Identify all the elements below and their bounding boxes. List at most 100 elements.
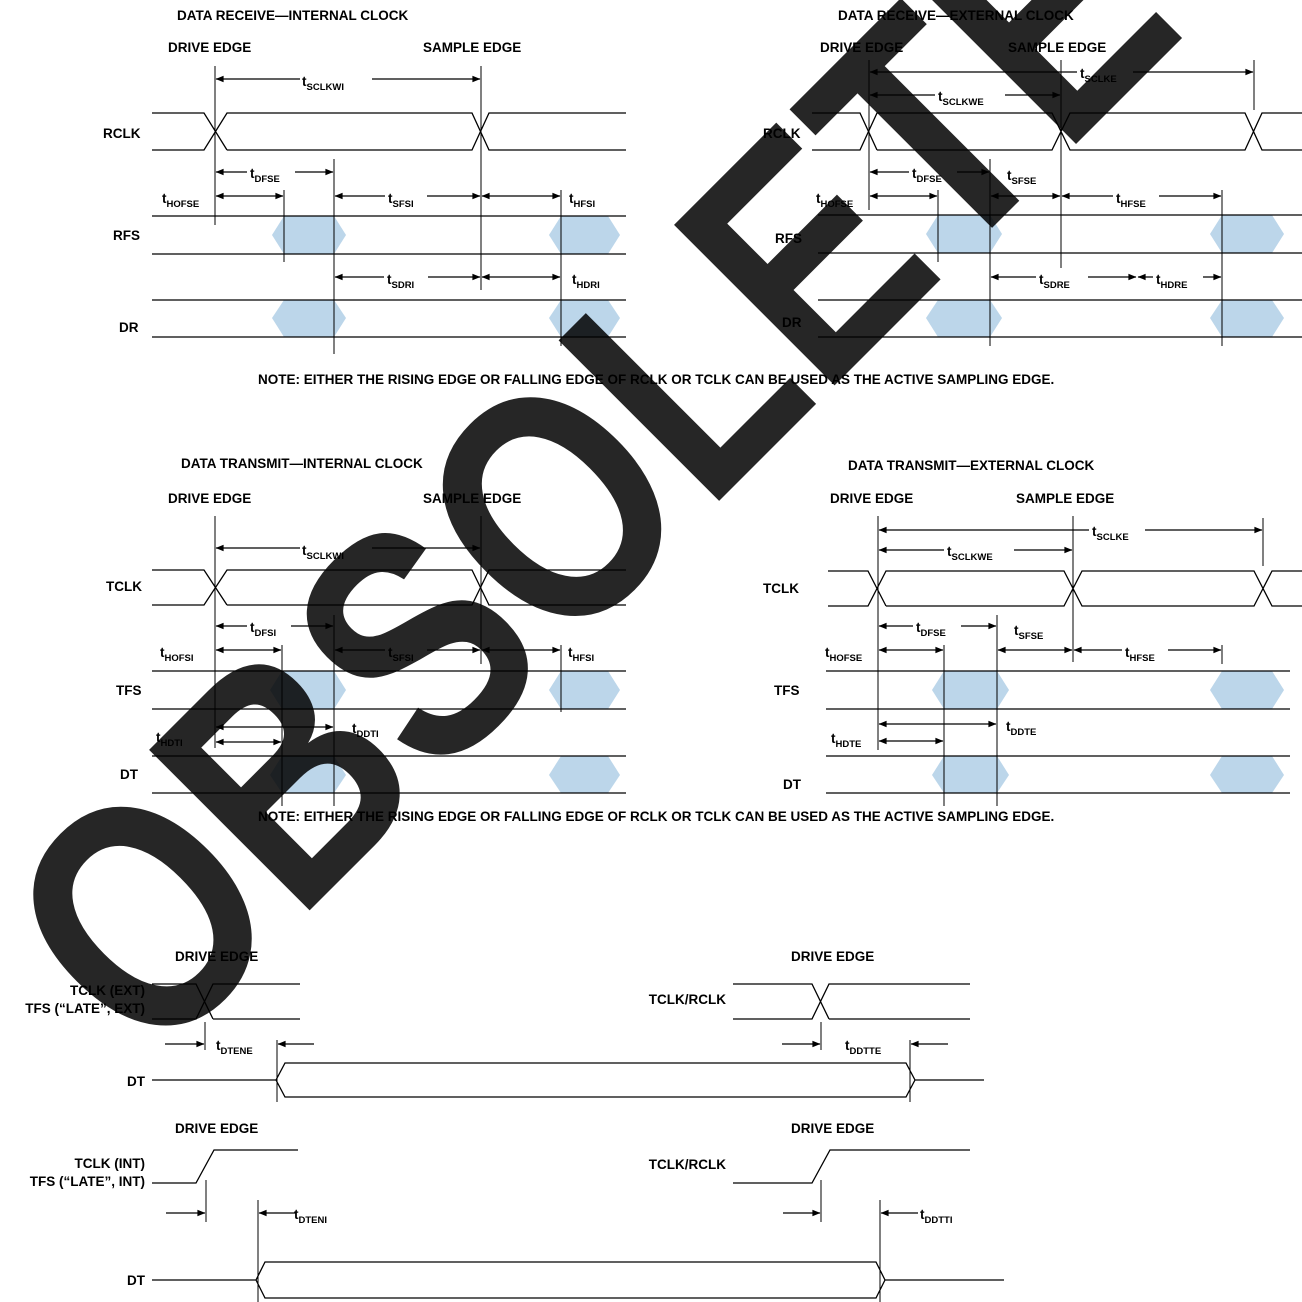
tx-ext-t-sfse: tSFSE: [1014, 623, 1043, 642]
tx-int-tclk-waveform: [152, 569, 626, 606]
rx-int-t-sdri: tSDRI: [387, 272, 414, 291]
rx-int-sample-edge-label: SAMPLE EDGE: [423, 40, 521, 55]
tx-ext-tfs-rails: [826, 670, 1290, 710]
int-dt-waveform: [152, 1261, 1004, 1299]
int-t-ddtti: tDDTTI: [920, 1207, 952, 1226]
rx-ext-signal-rclk: RCLK: [763, 126, 801, 141]
int-clk-label-2: TFS (“LATE”, INT): [30, 1174, 145, 1189]
rx-ext-t-sfse: tSFSE: [1007, 168, 1036, 187]
rx-int-dr-window-2: [549, 300, 620, 337]
ext-dt-label: DT: [127, 1074, 146, 1089]
rx-ext-t-dfse: tDFSE: [912, 166, 942, 185]
rx-ext-t-hofse: tHOFSE: [816, 191, 853, 210]
tx-int-signal-tfs: TFS: [116, 683, 142, 698]
rx-ext-dr-rails: [818, 299, 1302, 338]
ext-right-clk-label: TCLK/RCLK: [649, 992, 726, 1007]
int-clk-label-1: TCLK (INT): [75, 1156, 145, 1171]
ext-left-drive-edge: DRIVE EDGE: [175, 949, 258, 964]
int-dt-label: DT: [127, 1273, 146, 1288]
tx-int-t-hfsi: tHFSI: [568, 645, 594, 664]
rx-ext-title: DATA RECEIVE—EXTERNAL CLOCK: [838, 8, 1074, 23]
tx-int-dt-window-2: [549, 756, 620, 793]
rx-int-rfs-rails: [152, 215, 626, 255]
ext-clk-label-2: TFS (“LATE”, EXT): [25, 1001, 145, 1016]
rx-ext-signal-dr: DR: [782, 315, 802, 330]
rx-int-t-hdri: tHDRI: [572, 272, 600, 291]
tx-int-dt-rails: [152, 755, 626, 794]
receive-note: NOTE: EITHER THE RISING EDGE OR FALLING …: [258, 372, 1054, 387]
rx-ext-dr-window-1: [926, 300, 1002, 337]
tx-int-tfs-rails: [152, 670, 626, 710]
rx-int-t-hofse: tHOFSE: [162, 191, 199, 210]
rx-int-extension-lines: [214, 66, 562, 354]
rx-int-t-hfsi: tHFSI: [569, 191, 595, 210]
rx-int-rclk-waveform: [152, 112, 626, 151]
rx-int-signal-dr: DR: [119, 320, 139, 335]
tx-ext-tfs-window-1: [932, 671, 1009, 709]
tx-int-signal-dt: DT: [120, 767, 139, 782]
tx-internal-diagram: DATA TRANSMIT—INTERNAL CLOCK DRIVE EDGE …: [106, 456, 626, 806]
tx-int-t-dfsi: tDFSI: [250, 620, 276, 639]
rx-ext-t-sdre: tSDRE: [1039, 272, 1070, 291]
int-t-dteni: tDTENI: [294, 1207, 327, 1226]
rx-int-rfs-window-2: [549, 216, 620, 254]
tx-external-diagram: DATA TRANSMIT—EXTERNAL CLOCK DRIVE EDGE …: [763, 458, 1302, 806]
tx-ext-dt-window-2: [1210, 756, 1284, 793]
rx-int-t-sclkwi: tSCLKWI: [302, 74, 344, 93]
tx-ext-t-hdte: tHDTE: [831, 731, 861, 750]
int-left-drive-edge: DRIVE EDGE: [175, 1121, 258, 1136]
rx-ext-t-sclkwe: tSCLKWE: [938, 89, 984, 108]
rx-ext-t-sclke: tSCLKE: [1080, 66, 1117, 85]
tx-ext-tfs-window-2: [1210, 671, 1284, 709]
rx-int-signal-rfs: RFS: [113, 228, 140, 243]
int-extension-lines: [205, 1180, 881, 1302]
tx-int-t-sclkwi: tSCLKWI: [302, 543, 344, 562]
int-right-clk-label: TCLK/RCLK: [649, 1157, 726, 1172]
rx-int-rfs-window-1: [272, 216, 346, 254]
tx-ext-t-hofse: tHOFSE: [825, 645, 862, 664]
rx-ext-extension-lines: [868, 60, 1255, 346]
tx-int-tfs-window-2: [549, 671, 620, 709]
dt-enable-internal-diagram: DRIVE EDGE DRIVE EDGE TCLK (INT) TFS (“L…: [30, 1121, 1004, 1302]
tx-int-drive-edge-label: DRIVE EDGE: [168, 491, 251, 506]
rx-ext-signal-rfs: RFS: [775, 231, 802, 246]
tx-ext-drive-edge-label: DRIVE EDGE: [830, 491, 913, 506]
tx-ext-t-hfse: tHFSE: [1125, 645, 1155, 664]
rx-ext-t-hfse: tHFSE: [1116, 191, 1146, 210]
rx-int-dr-window-1: [272, 300, 346, 337]
int-right-drive-edge: DRIVE EDGE: [791, 1121, 874, 1136]
rx-ext-sample-edge-label: SAMPLE EDGE: [1008, 40, 1106, 55]
rx-ext-drive-edge-label: DRIVE EDGE: [820, 40, 903, 55]
rx-int-t-dfse: tDFSE: [250, 166, 280, 185]
dt-enable-external-diagram: DRIVE EDGE DRIVE EDGE TCLK (EXT) TFS (“L…: [25, 949, 984, 1102]
tx-ext-signal-tclk: TCLK: [763, 581, 799, 596]
tx-ext-signal-tfs: TFS: [774, 683, 800, 698]
tx-int-title: DATA TRANSMIT—INTERNAL CLOCK: [181, 456, 423, 471]
tx-ext-extension-lines: [877, 516, 1264, 806]
ext-left-clock-waveform: [152, 983, 300, 1020]
tx-int-t-hdti: tHDTI: [156, 730, 183, 749]
ext-t-ddtte: tDDTTE: [845, 1038, 881, 1057]
ext-t-dtene: tDTENE: [216, 1038, 253, 1057]
tx-ext-t-sclke: tSCLKE: [1092, 524, 1129, 543]
tx-ext-tclk-waveform: [828, 570, 1302, 607]
transmit-note: NOTE: EITHER THE RISING EDGE OR FALLING …: [258, 809, 1054, 824]
tx-int-t-hofsi: tHOFSI: [160, 645, 194, 664]
int-left-clock-waveform: [152, 1149, 298, 1184]
int-right-clock-waveform: [733, 1149, 970, 1184]
ext-right-clock-waveform: [733, 983, 970, 1020]
rx-ext-rclk-waveform: [812, 112, 1302, 151]
ext-right-drive-edge: DRIVE EDGE: [791, 949, 874, 964]
tx-int-extension-lines: [214, 516, 562, 806]
tx-int-signal-tclk: TCLK: [106, 579, 142, 594]
ext-extension-lines: [204, 1022, 911, 1102]
tx-ext-dt-rails: [826, 755, 1290, 794]
rx-ext-rfs-window-2: [1210, 215, 1284, 253]
rx-ext-t-hdre: tHDRE: [1156, 272, 1187, 291]
tx-ext-dt-window-1: [932, 756, 1009, 793]
rx-ext-rfs-rails: [818, 214, 1302, 254]
tx-int-tfs-window-1: [270, 671, 346, 709]
tx-int-t-sfsi: tSFSI: [388, 645, 414, 664]
rx-int-signal-rclk: RCLK: [103, 126, 141, 141]
